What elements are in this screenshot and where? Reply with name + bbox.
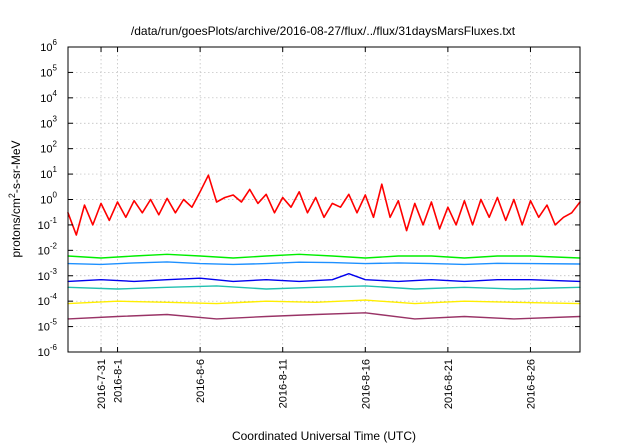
y-tick-label: 10-5 [38,318,58,334]
y-tick-base: 10 [38,347,50,359]
y-tick-exponent: -2 [50,241,58,250]
y-tick-base: 10 [38,220,50,232]
x-tick-label: 2016-8-11 [278,359,290,408]
y-tick-exponent: 2 [53,140,58,149]
y-tick-base: 10 [38,296,50,308]
y-tick-base: 10 [40,67,52,79]
y-tick-exponent: 4 [53,89,58,98]
y-tick-label: 100 [40,191,57,207]
y-tick-label: 106 [40,38,57,54]
y-tick-base: 10 [40,42,52,54]
y-tick-base: 10 [40,169,52,181]
y-tick-labels: 10-610-510-410-310-210-11001011021031041… [38,38,58,359]
x-tick-label: 2016-8-26 [525,359,537,409]
x-tick-label: 2016-7-31 [96,359,108,409]
y-tick-exponent: -4 [50,292,58,301]
series-line [67,253,581,259]
y-tick-exponent: -6 [50,343,58,352]
y-tick-base: 10 [40,195,52,207]
y-tick-label: 101 [40,165,57,181]
series-lines [67,174,581,320]
x-tick-label: 2016-8-1 [113,359,125,403]
y-tick-base: 10 [38,322,50,334]
y-tick-label: 10-6 [38,343,58,359]
y-axis-label-part2: -s-sr-MeV [9,140,23,193]
y-axis-label: protons/cm2-s-sr-MeV [7,140,23,257]
y-tick-exponent: 3 [53,114,58,123]
x-tick-label: 2016-8-21 [443,359,455,409]
y-tick-base: 10 [40,118,52,130]
y-tick-label: 10-3 [38,267,58,283]
x-tick-label: 2016-8-16 [360,359,372,409]
x-tick-label: 2016-8-6 [195,359,207,403]
y-tick-label: 10-4 [38,292,58,308]
y-tick-base: 10 [40,144,52,156]
y-tick-label: 105 [40,63,57,79]
y-tick-exponent: -5 [50,318,58,327]
chart-title: /data/run/goesPlots/archive/2016-08-27/f… [131,24,516,38]
y-axis-label-superscript: 2 [7,193,17,198]
series-line [67,174,581,236]
x-axis-label: Coordinated Universal Time (UTC) [232,429,416,443]
y-tick-exponent: 5 [53,63,58,72]
y-tick-label: 10-1 [38,216,58,232]
series-line [67,273,581,283]
y-tick-label: 102 [40,140,57,156]
y-tick-label: 104 [40,89,57,105]
y-tick-label: 103 [40,114,57,130]
series-line [67,312,581,320]
y-tick-label: 10-2 [38,241,58,257]
y-tick-exponent: 0 [53,191,58,200]
y-tick-base: 10 [38,271,50,283]
grid-lines [68,47,580,352]
axis-ticks [68,46,580,353]
y-axis-label-part1: protons/cm [9,198,23,257]
y-tick-base: 10 [38,245,50,257]
y-tick-exponent: 6 [53,38,58,47]
series-line [67,299,581,305]
y-tick-exponent: -1 [50,216,58,225]
y-tick-exponent: -3 [50,267,58,276]
y-tick-base: 10 [40,93,52,105]
y-tick-exponent: 1 [53,165,58,174]
series-line [67,261,581,266]
series-line [67,285,581,290]
x-tick-labels: 2016-7-31 2016-8-1 2016-8-6 2016-8-11 2016-8… [96,359,537,409]
